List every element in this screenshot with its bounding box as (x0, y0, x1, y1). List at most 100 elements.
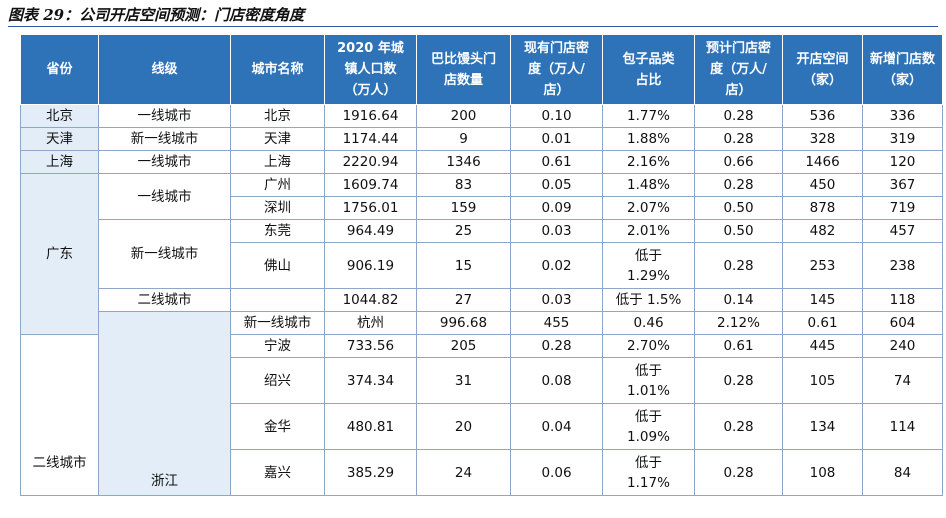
store-count-cell: 200 (416, 104, 511, 128)
tier-cell: 新一线城市 (98, 127, 231, 151)
tier-cell: 新一线城市 (230, 311, 325, 335)
store-count-cell: 1346 (416, 150, 511, 174)
city-cell: 广州 (230, 173, 325, 197)
province-cell: 浙江 (98, 311, 231, 496)
header-new-stores: 新增门店数 （家） (862, 34, 943, 105)
province-cell: 广东 (20, 173, 99, 335)
city-cell: 宁波 (230, 334, 325, 358)
store-count-cell: 31 (416, 357, 511, 404)
target-density-cell: 0.28 (694, 104, 783, 128)
bun-share-cell: 低于 1.09% (602, 403, 695, 450)
city-cell: 嘉兴 (230, 449, 325, 496)
current-density-cell: 0.09 (510, 196, 603, 220)
population-cell: 906.19 (324, 242, 417, 289)
tier-cell: 新一线城市 (98, 219, 231, 289)
province-cell: 天津 (20, 127, 99, 151)
new-stores-cell: 240 (862, 334, 943, 358)
header-row: 省份 线级 城市名称 2020 年城 镇人口数 （万人） 巴比馒头门 店数量 现… (20, 34, 943, 105)
store-space-cell: 328 (782, 127, 863, 151)
tier-cell: 二线城市 (20, 334, 99, 496)
store-space-cell: 482 (782, 219, 863, 243)
bun-share-cell: 低于 1.01% (602, 357, 695, 404)
store-count-cell: 9 (416, 127, 511, 151)
current-density-cell: 0.08 (510, 357, 603, 404)
bun-share-cell: 低于 1.17% (602, 449, 695, 496)
table-row: 嘉兴 385.29 24 0.06 低于 1.17% 0.28 108 84 (21, 449, 943, 496)
population-cell: 1609.74 (324, 173, 417, 197)
header-province: 省份 (20, 34, 99, 105)
target-density-cell: 0.14 (694, 288, 783, 312)
city-cell: 杭州 (324, 311, 417, 335)
store-count-cell: 24 (416, 449, 511, 496)
bun-share-cell: 2.16% (602, 150, 695, 174)
target-density-cell: 0.28 (694, 127, 783, 151)
store-count-cell: 25 (416, 219, 511, 243)
table-row: 金华 480.81 20 0.04 低于 1.09% 0.28 134 114 (21, 403, 943, 450)
current-density-cell: 0.03 (510, 219, 603, 243)
target-density-cell: 0.28 (694, 449, 783, 496)
city-cell: 北京 (230, 104, 325, 128)
target-density-cell: 0.66 (694, 150, 783, 174)
city-cell: 佛山 (230, 242, 325, 289)
target-density-cell: 0.28 (694, 173, 783, 197)
city-cell: 东莞 (230, 219, 325, 243)
header-bun-share: 包子品类 占比 (602, 34, 695, 105)
city-cell: 上海 (230, 150, 325, 174)
population-cell: 480.81 (324, 403, 417, 450)
bun-share-cell: 低于 1.5% (602, 288, 695, 312)
store-space-cell: 134 (782, 403, 863, 450)
current-density-cell: 0.05 (510, 173, 603, 197)
population-cell: 996.68 (416, 311, 511, 335)
store-count-cell: 20 (416, 403, 511, 450)
tier-cell: 一线城市 (98, 150, 231, 174)
store-count-cell: 159 (416, 196, 511, 220)
header-tier: 线级 (98, 34, 231, 105)
store-space-cell: 253 (782, 242, 863, 289)
province-cell: 北京 (20, 104, 99, 128)
current-density-cell: 0.10 (510, 104, 603, 128)
store-space-cell: 450 (782, 173, 863, 197)
current-density-cell: 0.04 (510, 403, 603, 450)
figure-title: 图表 29：公司开店空间预测：门店密度角度 (8, 3, 938, 27)
table-row: 绍兴 374.34 31 0.08 低于 1.01% 0.28 105 74 (21, 357, 943, 404)
bun-share-cell: 低于 1.29% (602, 242, 695, 289)
table-row: 二线城市 宁波 733.56 205 0.28 2.70% 0.61 445 2… (20, 334, 943, 496)
current-density-cell: 0.02 (510, 242, 603, 289)
bun-share-cell: 1.88% (602, 127, 695, 151)
store-count-cell: 27 (416, 288, 511, 312)
population-cell: 1174.44 (324, 127, 417, 151)
store-space-cell: 445 (782, 334, 863, 358)
header-current-density: 现有门店密 度（万人/ 店） (510, 34, 603, 105)
current-density-cell: 0.46 (602, 311, 695, 335)
tier-cell: 一线城市 (98, 173, 231, 220)
current-density-cell: 0.03 (510, 288, 603, 312)
bun-share-cell: 2.01% (602, 219, 695, 243)
store-space-cell: 878 (782, 196, 863, 220)
bun-share-cell: 2.70% (602, 334, 695, 358)
table-row: 深圳 1756.01 159 0.09 2.07% 0.50 878 719 (21, 196, 943, 220)
population-cell: 1756.01 (324, 196, 417, 220)
population-cell: 964.49 (324, 219, 417, 243)
table-row: 北京 一线城市 北京 1916.64 200 0.10 1.77% 0.28 5… (20, 104, 943, 128)
new-stores-cell: 336 (862, 104, 943, 128)
city-cell (230, 288, 325, 312)
tier-cell: 一线城市 (98, 104, 231, 128)
new-stores-cell: 84 (862, 449, 943, 496)
target-density-cell: 0.50 (694, 219, 783, 243)
new-stores-cell: 367 (862, 173, 943, 197)
current-density-cell: 0.01 (510, 127, 603, 151)
store-space-cell: 145 (782, 288, 863, 312)
tier-cell: 二线城市 (98, 288, 231, 312)
table-row: 广东 一线城市 广州 1609.74 83 0.05 1.48% 0.28 45… (20, 173, 943, 335)
bun-share-cell: 2.07% (602, 196, 695, 220)
target-density-cell: 0.28 (694, 357, 783, 404)
header-population: 2020 年城 镇人口数 （万人） (324, 34, 417, 105)
store-space-cell: 536 (782, 104, 863, 128)
store-count-cell: 205 (416, 334, 511, 358)
new-stores-cell: 457 (862, 219, 943, 243)
table-row: 上海 一线城市 上海 2220.94 1346 0.61 2.16% 0.66 … (20, 150, 943, 174)
population-cell: 2220.94 (324, 150, 417, 174)
population-cell: 385.29 (324, 449, 417, 496)
target-density-cell: 0.50 (694, 196, 783, 220)
city-cell: 天津 (230, 127, 325, 151)
